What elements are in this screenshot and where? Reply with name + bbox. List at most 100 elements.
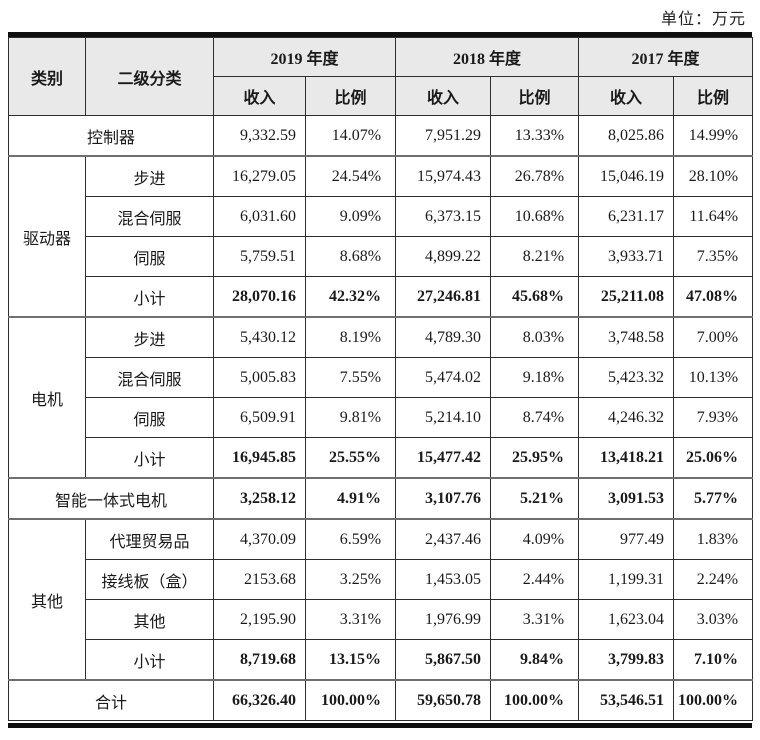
income-cell: 3,091.53 (578, 477, 675, 520)
unit-label: 单位：万元 (660, 11, 746, 28)
income-cell: 16,279.05 (213, 155, 306, 197)
income-cell: 13,418.21 (578, 437, 675, 479)
ratio-cell: 11.64% (673, 196, 754, 237)
ratio-cell: 25.95% (490, 437, 580, 479)
income-cell: 5,867.50 (395, 639, 492, 681)
income-cell: 5,005.83 (213, 357, 306, 398)
income-cell: 2,195.90 (213, 599, 306, 640)
income-cell: 4,899.22 (395, 236, 492, 277)
ratio-cell: 2.24% (673, 559, 754, 600)
ratio-cell: 24.54% (304, 155, 397, 197)
table-row-motor-subtotal: 小计 16,945.85 25.55% 15,477.42 25.95% 13,… (9, 437, 754, 479)
income-cell: 4,246.32 (578, 397, 675, 438)
ratio-cell: 9.09% (304, 196, 397, 237)
income-cell: 66,326.40 (213, 679, 306, 721)
row-label: 步进 (85, 316, 214, 358)
income-cell: 53,546.51 (578, 679, 675, 721)
header-subcategory: 二级分类 (85, 37, 214, 116)
header-row-years: 类别 二级分类 2019 年度 2018 年度 2017 年度 (8, 37, 754, 116)
income-cell: 5,214.10 (395, 397, 492, 438)
ratio-cell: 14.07% (304, 115, 397, 157)
header-ratio-2017: 比例 (673, 76, 754, 116)
table-row-other-subtotal: 小计 8,719.68 13.15% 5,867.50 9.84% 3,799.… (9, 639, 754, 681)
row-label: 合计 (8, 679, 214, 721)
header-year-2019: 2019 年度 (212, 37, 397, 77)
ratio-cell: 8.03% (490, 316, 580, 358)
ratio-cell: 100.00% (490, 679, 580, 721)
table-row-driver-stepper: 驱动器 步进 16,279.05 24.54% 15,974.43 26.78%… (8, 155, 754, 318)
table-row-motor-hybrid-servo: 混合伺服 5,005.83 7.55% 5,474.02 9.18% 5,423… (9, 357, 754, 398)
row-label: 接线板（盒） (85, 559, 214, 600)
ratio-cell: 7.93% (673, 397, 754, 438)
header-row-measures: 收入 比例 收入 比例 收入 比例 (9, 76, 754, 116)
table-row-driver-subtotal: 小计 28,070.16 42.32% 27,246.81 45.68% 25,… (9, 276, 754, 318)
header-income-2018: 收入 (395, 76, 492, 116)
table-row-motor-servo: 伺服 6,509.91 9.81% 5,214.10 8.74% 4,246.3… (9, 397, 754, 438)
ratio-cell: 4.91% (304, 477, 397, 520)
ratio-cell: 45.68% (490, 276, 580, 318)
row-label: 伺服 (85, 397, 214, 438)
ratio-cell: 10.13% (673, 357, 754, 398)
table-row-total: 合计 66,326.40 100.00% 59,650.78 100.00% 5… (8, 679, 754, 721)
header-ratio-2018: 比例 (490, 76, 580, 116)
table-row-driver-hybrid-servo: 混合伺服 6,031.60 9.09% 6,373.15 10.68% 6,23… (9, 196, 754, 237)
ratio-cell: 13.15% (304, 639, 397, 681)
ratio-cell: 3.25% (304, 559, 397, 600)
ratio-cell: 6.59% (304, 518, 397, 560)
income-cell: 15,477.42 (395, 437, 492, 479)
row-label: 代理贸易品 (85, 518, 214, 560)
income-cell: 1,623.04 (578, 599, 675, 640)
table-row-other-trade-goods: 其他 代理贸易品 4,370.09 6.59% 2,437.46 4.09% 9… (8, 518, 754, 681)
income-cell: 2153.68 (213, 559, 306, 600)
income-cell: 4,370.09 (213, 518, 306, 560)
ratio-cell: 9.18% (490, 357, 580, 398)
ratio-cell: 7.10% (673, 639, 754, 681)
table-top-border (8, 32, 752, 37)
ratio-cell: 47.08% (673, 276, 754, 318)
income-cell: 2,437.46 (395, 518, 492, 560)
income-cell: 5,423.32 (578, 357, 675, 398)
row-label: 小计 (85, 437, 214, 479)
income-cell: 25,211.08 (578, 276, 675, 318)
ratio-cell: 1.83% (673, 518, 754, 560)
ratio-cell: 28.10% (673, 155, 754, 197)
ratio-cell: 4.09% (490, 518, 580, 560)
ratio-cell: 9.81% (304, 397, 397, 438)
ratio-cell: 25.55% (304, 437, 397, 479)
ratio-cell: 100.00% (673, 679, 754, 721)
income-cell: 3,258.12 (213, 477, 306, 520)
ratio-cell: 14.99% (673, 115, 754, 157)
table-row-other-other: 其他 2,195.90 3.31% 1,976.99 3.31% 1,623.0… (9, 599, 754, 640)
header-ratio-2019: 比例 (304, 76, 397, 116)
income-cell: 6,509.91 (213, 397, 306, 438)
income-cell: 8,719.68 (213, 639, 306, 681)
ratio-cell: 7.00% (673, 316, 754, 358)
ratio-cell: 7.35% (673, 236, 754, 277)
income-cell: 3,933.71 (578, 236, 675, 277)
income-cell: 5,759.51 (213, 236, 306, 277)
ratio-cell: 42.32% (304, 276, 397, 318)
ratio-cell: 10.68% (490, 196, 580, 237)
ratio-cell: 7.55% (304, 357, 397, 398)
income-cell: 4,789.30 (395, 316, 492, 358)
table-row-controller: 控制器 9,332.59 14.07% 7,951.29 13.33% 8,02… (8, 115, 754, 157)
income-cell: 9,332.59 (213, 115, 306, 157)
revenue-table-container: 类别 二级分类 2019 年度 2018 年度 2017 年度 收入 比例 收入… (8, 32, 754, 728)
table-row-smart-integrated-motor: 智能一体式电机 3,258.12 4.91% 3,107.76 5.21% 3,… (8, 477, 754, 520)
ratio-cell: 8.74% (490, 397, 580, 438)
ratio-cell: 100.00% (304, 679, 397, 721)
ratio-cell: 3.31% (304, 599, 397, 640)
category-label-motor: 电机 (8, 316, 86, 479)
income-cell: 3,799.83 (578, 639, 675, 681)
row-label: 混合伺服 (85, 357, 214, 398)
ratio-cell: 9.84% (490, 639, 580, 681)
category-label-driver: 驱动器 (8, 155, 86, 318)
ratio-cell: 5.21% (490, 477, 580, 520)
row-label: 步进 (85, 155, 214, 197)
header-income-2019: 收入 (213, 76, 306, 116)
ratio-cell: 8.21% (490, 236, 580, 277)
income-cell: 5,430.12 (213, 316, 306, 358)
income-cell: 16,945.85 (213, 437, 306, 479)
income-cell: 1,453.05 (395, 559, 492, 600)
income-cell: 5,474.02 (395, 357, 492, 398)
